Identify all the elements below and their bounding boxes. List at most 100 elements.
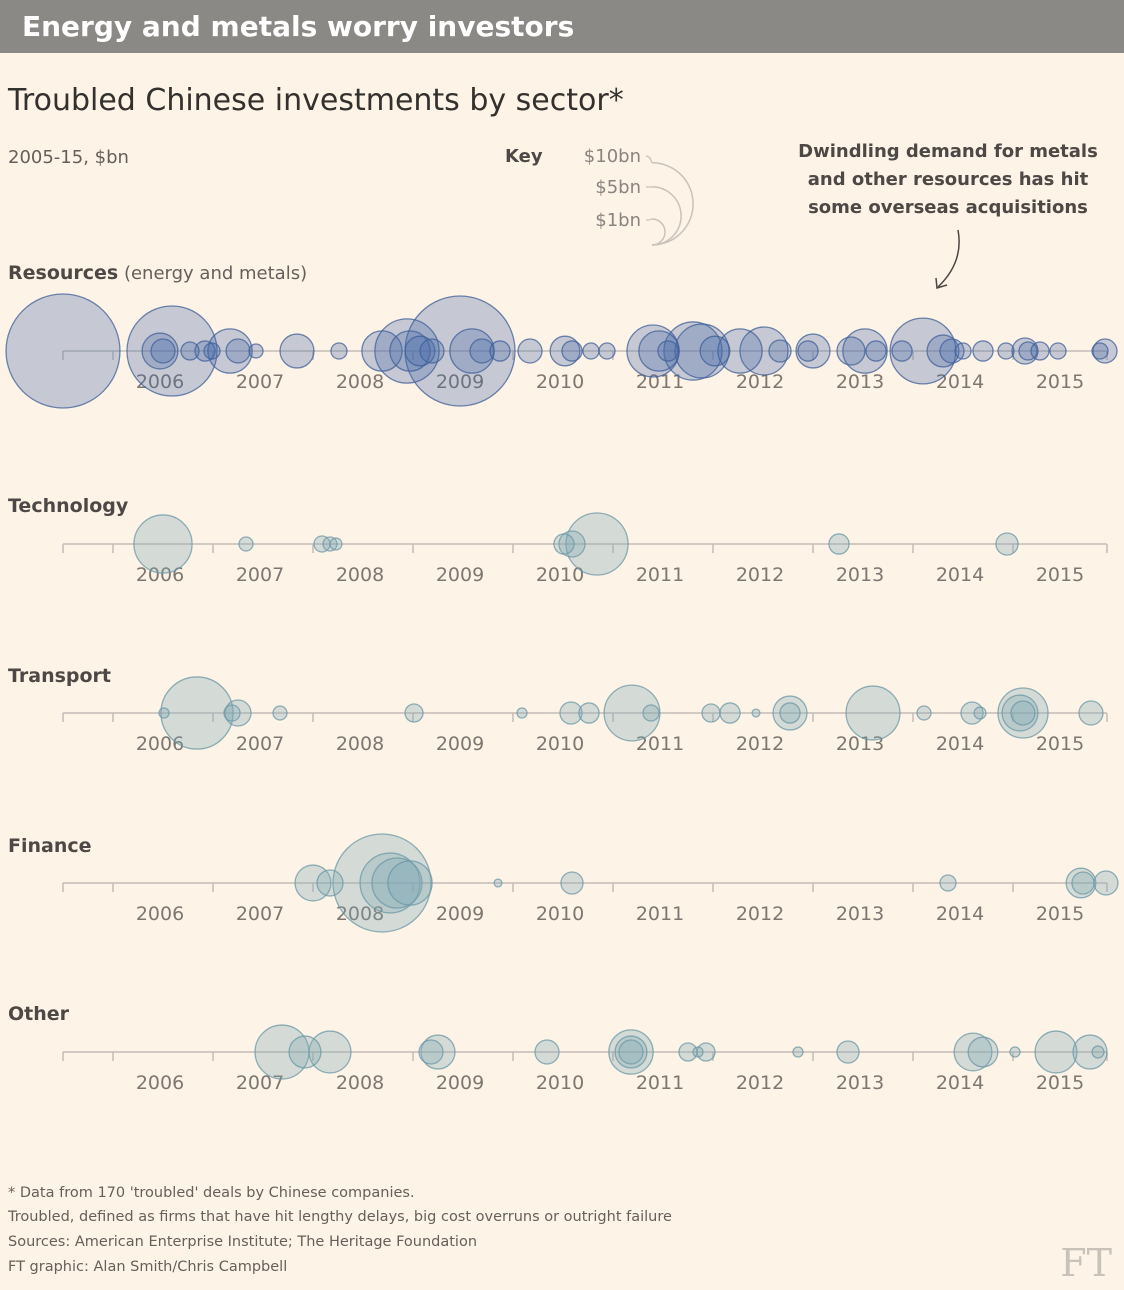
bubble-other [614,1035,648,1069]
bubble-transport [559,701,583,725]
bubble-other [308,1030,352,1074]
bubble-other [420,1034,456,1070]
annotation-line-2: and other resources has hit [808,169,1089,190]
bubble-resources [598,342,616,360]
bubble-finance [1093,870,1119,896]
header-bar [0,0,1124,53]
key-title: Key [505,146,543,167]
definition-note: Troubled, defined as firms that have hit… [7,1209,672,1225]
sector-label: Finance [8,835,92,857]
bubble-transport [973,706,987,720]
tick-label: 2015 [1036,733,1084,755]
key-label-1bn: $1bn [595,210,641,231]
bubble-transport [845,685,901,741]
sector-label: Other [8,1003,70,1025]
chart-subtitle: Troubled Chinese investments by sector* [7,83,624,118]
bubble-other [696,1042,716,1062]
bubble-transport [1010,700,1036,726]
tick-label: 2010 [536,371,584,393]
bubble-transport [272,705,288,721]
tick-label: 2009 [436,733,484,755]
bubble-resources [997,342,1015,360]
bubble-resources [419,338,445,364]
bubble-other [618,1039,644,1065]
bubble-finance [493,878,503,888]
bubble-finance [316,869,344,897]
bubble-finance [294,864,332,902]
bubble-transport [719,702,741,724]
tick-label: 2013 [836,903,884,925]
bubble-finance [1071,871,1095,895]
bubble-resources [657,340,679,362]
bubble-resources [1091,342,1109,360]
tick-label: 2006 [136,1072,184,1094]
sources-note: Sources: American Enterprise Institute; … [8,1234,477,1250]
sector-label: Transport [8,665,111,687]
bubble-resources [5,293,121,409]
bubble-other [1091,1045,1105,1059]
tick-label: 2007 [236,903,284,925]
bubble-transport [404,703,424,723]
bubble-resources [248,343,264,359]
tick-label: 2009 [436,371,484,393]
bubble-transport [603,684,661,742]
bubble-technology [828,533,850,555]
tick-label: 2015 [1036,903,1084,925]
annotation-line-3: some overseas acquisitions [808,197,1088,218]
bubble-other [967,1036,999,1068]
tick-label: 2013 [836,733,884,755]
bubble-resources [768,339,792,363]
bubble-technology [329,537,343,551]
bubble-technology [553,533,575,555]
annotation-arrow [937,229,960,288]
bubble-resources [126,305,218,397]
bubble-technology [558,530,586,558]
bubble-transport [578,702,600,724]
bubble-transport [160,676,234,750]
tick-label: 2014 [936,371,984,393]
bubble-other [836,1040,860,1064]
tick-label: 2014 [936,903,984,925]
bubble-transport [701,703,721,723]
tick-label: 2009 [436,903,484,925]
bubble-resources [225,338,251,364]
bubble-transport [224,699,252,727]
tick-label: 2015 [1036,1072,1084,1094]
tick-label: 2010 [536,903,584,925]
key-leader [645,155,653,163]
header-title: Energy and metals worry investors [22,10,574,43]
bubble-resources [663,321,723,381]
tick-label: 2011 [636,564,684,586]
bubble-finance [1065,867,1097,899]
bubble-finance [560,871,584,895]
bubble-transport [916,705,932,721]
tick-label: 2012 [736,371,784,393]
bubble-transport [1078,700,1104,726]
bubble-other [1072,1034,1108,1070]
tick-label: 2011 [636,903,684,925]
tick-label: 2010 [536,733,584,755]
tick-label: 2008 [336,564,384,586]
sector-label: Resources (energy and metals) [8,262,307,284]
bubble-resources [1092,338,1118,364]
bubble-finance [939,874,957,892]
bubble-resources [389,330,431,372]
bubble-resources [836,336,866,366]
bubble-other [288,1035,322,1069]
tick-label: 2015 [1036,371,1084,393]
tick-label: 2013 [836,1072,884,1094]
key-leader [645,218,653,221]
key-arc [651,186,682,246]
annotation: Dwindling demand for metals and other re… [798,141,1098,289]
tick-label: 2006 [136,371,184,393]
bubble-resources [194,340,216,362]
annotation-line-1: Dwindling demand for metals [798,141,1098,162]
key-arc [651,162,694,246]
tick-label: 2008 [336,1072,384,1094]
arrow-head-icon [935,277,948,289]
tick-label: 2014 [936,564,984,586]
bubble-finance [387,860,433,906]
bubble-resources [517,338,543,364]
